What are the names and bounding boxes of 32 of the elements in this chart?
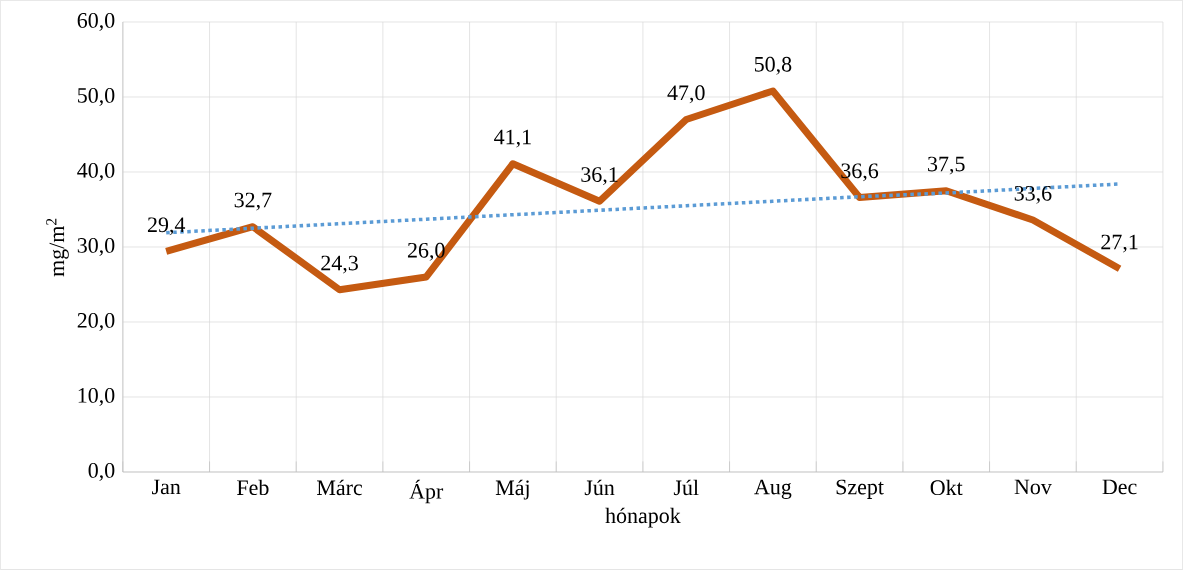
y-tick-label: 20,0 [77, 313, 115, 332]
x-tick-label: Okt [930, 479, 963, 496]
y-tick-label: 60,0 [77, 13, 115, 32]
x-tick-label: Dec [1102, 479, 1137, 495]
x-tick-label: Feb [237, 479, 269, 496]
y-tick-label: 30,0 [77, 238, 115, 257]
data-label: 32,7 [234, 192, 272, 211]
x-tick-label: Jún [584, 479, 615, 496]
y-axis-title: mg/m$^{2}$ [46, 218, 69, 277]
data-label: 47,0 [667, 85, 705, 104]
x-tick-label: Nov [1014, 479, 1052, 495]
data-label: 24,3 [321, 255, 358, 274]
y-tick-label: 0,0 [88, 463, 115, 482]
y-tick-label: 40,0 [77, 163, 115, 182]
data-label: 41,1 [494, 129, 531, 148]
data-label: 36,1 [581, 167, 618, 186]
data-label: 50,8 [754, 56, 792, 75]
x-tick-label: Júl [673, 479, 699, 496]
x-axis-title: hónapok [605, 507, 681, 528]
data-label: 36,6 [841, 163, 879, 182]
x-tick-label: Szept [836, 479, 884, 499]
y-tick-label: 50,0 [78, 88, 115, 107]
x-tick-label: Jan [152, 479, 181, 495]
y-tick-label: 10,0 [78, 388, 115, 407]
data-label: 33,6 [1014, 185, 1052, 204]
x-tick-label: Aug [754, 479, 792, 499]
x-tick-label: Márc [317, 479, 363, 496]
data-label: 29,4 [147, 217, 186, 236]
x-tick-label: Ápr [409, 479, 444, 504]
data-label: 37,5 [928, 156, 965, 175]
data-label: 27,1 [1101, 234, 1138, 253]
x-tick-label: Máj [495, 479, 529, 500]
